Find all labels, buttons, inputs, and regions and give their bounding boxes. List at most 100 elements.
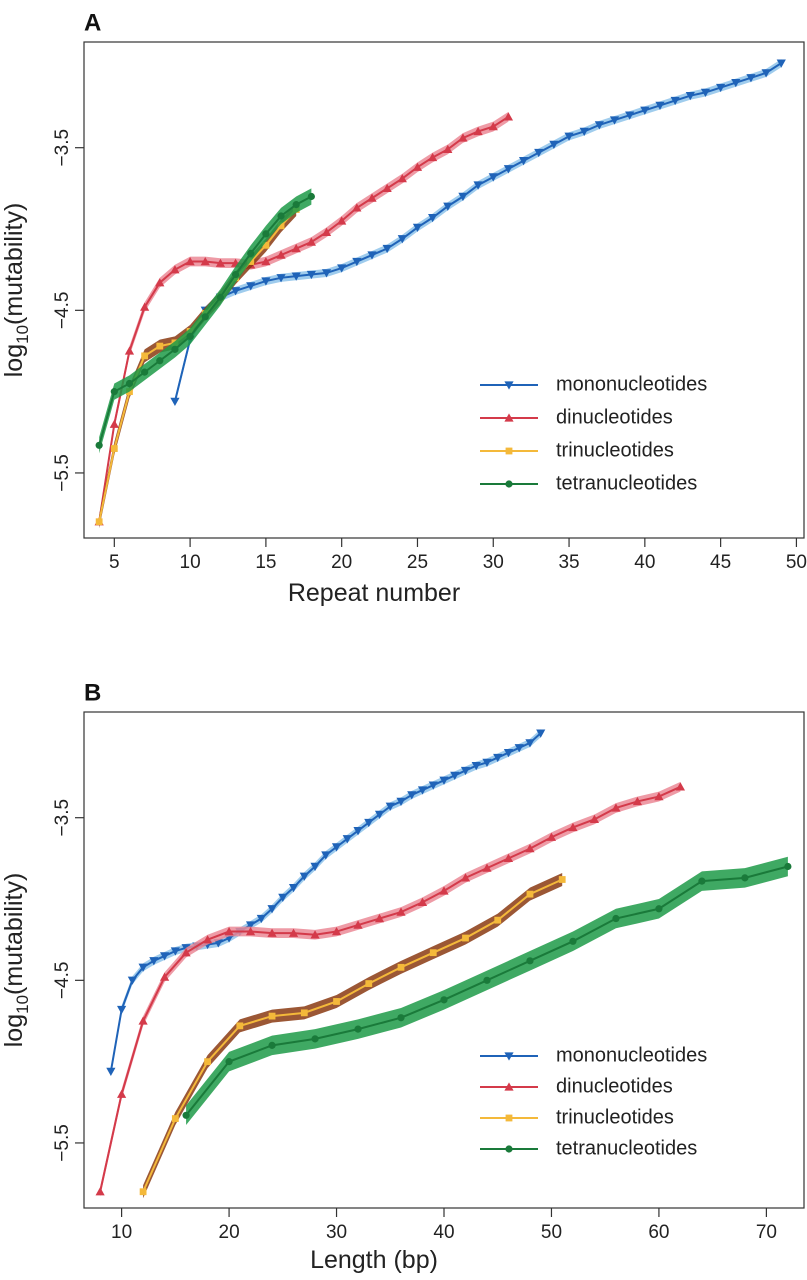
- data-point: [262, 241, 270, 249]
- data-point: [126, 388, 133, 396]
- data-point: [518, 157, 529, 166]
- data-point: [654, 791, 664, 801]
- data-point: [632, 796, 643, 806]
- data-point: [127, 976, 137, 985]
- data-point: [261, 256, 271, 266]
- data-point: [397, 1014, 405, 1022]
- data-point: [367, 193, 377, 202]
- data-point: [267, 905, 277, 914]
- x-tick-label: 35: [558, 552, 579, 573]
- data-point: [261, 277, 271, 286]
- legend-marker: [504, 1082, 514, 1091]
- data-point: [181, 948, 191, 957]
- data-point: [589, 814, 600, 824]
- x-tick-label: 70: [756, 1222, 777, 1243]
- legend-item-dinucleotides: dinucleotides: [480, 1075, 673, 1097]
- data-point: [95, 441, 103, 449]
- data-point: [549, 140, 559, 150]
- data-point: [525, 844, 535, 853]
- legend-label: trinucleotides: [556, 1106, 674, 1128]
- series-line: [98, 208, 297, 522]
- data-point: [352, 257, 362, 267]
- x-tick-label: 30: [483, 552, 504, 573]
- data-point: [216, 293, 225, 301]
- data-point: [149, 957, 159, 966]
- x-tick-label: 20: [331, 552, 352, 573]
- data-point: [246, 282, 256, 291]
- data-point: [138, 963, 148, 972]
- data-point: [482, 863, 492, 872]
- confidence-band: [100, 781, 681, 1197]
- legend-item-mononucleotides: mononucleotides: [480, 373, 707, 395]
- x-axis-label: Repeat number: [288, 579, 460, 607]
- data-point: [558, 876, 566, 883]
- data-point: [675, 782, 686, 791]
- y-axis-label: log10(mutability): [0, 203, 32, 378]
- data-point: [655, 101, 665, 111]
- series-dinucleotides: [94, 111, 514, 527]
- data-point: [171, 1115, 179, 1122]
- data-point: [439, 886, 449, 895]
- plot-frame: [83, 41, 805, 539]
- data-point: [536, 729, 546, 738]
- data-point: [231, 270, 240, 279]
- confidence-band: [99, 111, 509, 527]
- data-point: [236, 1022, 244, 1030]
- confidence-band: [143, 872, 563, 1199]
- data-point: [268, 1041, 276, 1049]
- data-point: [288, 883, 299, 893]
- data-point: [353, 920, 363, 929]
- data-point: [95, 518, 103, 526]
- data-point: [741, 874, 749, 882]
- data-point: [352, 203, 362, 212]
- data-point: [503, 112, 514, 121]
- data-point: [159, 972, 170, 981]
- legend-marker: [504, 1052, 514, 1061]
- data-point: [503, 165, 514, 174]
- data-point: [594, 121, 604, 130]
- data-point: [342, 835, 352, 844]
- data-point: [483, 976, 491, 984]
- data-point: [397, 174, 407, 183]
- data-point: [784, 862, 792, 871]
- data-point: [374, 913, 385, 923]
- series-dinucleotides: [95, 781, 686, 1197]
- data-point: [412, 162, 423, 171]
- data-point: [170, 397, 180, 406]
- data-point: [412, 223, 423, 232]
- confidence-band: [99, 202, 297, 529]
- data-point: [428, 213, 438, 223]
- data-point: [365, 980, 373, 987]
- legend: mononucleotides dinucleotides trinucleotid…: [480, 373, 707, 494]
- data-point: [321, 851, 331, 860]
- data-point: [698, 877, 706, 885]
- legend-item-tetranucleotides: tetranucleotides: [480, 472, 697, 494]
- data-point: [170, 265, 180, 274]
- legend-label: trinucleotides: [556, 439, 674, 461]
- legend-item-mononucleotides: mononucleotides: [480, 1044, 707, 1066]
- data-point: [202, 935, 213, 944]
- legend-item-trinucleotides: trinucleotides: [480, 439, 674, 461]
- data-point: [277, 212, 285, 220]
- data-point: [182, 1111, 190, 1119]
- data-point: [417, 897, 428, 906]
- data-point: [429, 949, 437, 957]
- data-point: [458, 192, 468, 202]
- x-tick-label: 60: [648, 1222, 669, 1243]
- series-mononucleotides: [170, 59, 786, 406]
- data-point: [337, 264, 347, 273]
- confidence-band: [110, 729, 541, 1076]
- y-tick-label: −3.5: [52, 799, 73, 837]
- legend-item-trinucleotides: trinucleotides: [480, 1106, 674, 1128]
- data-point: [224, 926, 234, 936]
- data-point: [268, 1012, 276, 1020]
- data-point: [256, 914, 266, 924]
- legend-marker: [504, 413, 514, 422]
- data-point: [200, 256, 210, 266]
- data-point: [471, 761, 481, 771]
- data-point: [488, 173, 498, 182]
- data-point: [245, 926, 256, 936]
- data-point: [138, 1016, 148, 1025]
- data-point: [156, 342, 164, 350]
- panel-label: B: [84, 679, 101, 706]
